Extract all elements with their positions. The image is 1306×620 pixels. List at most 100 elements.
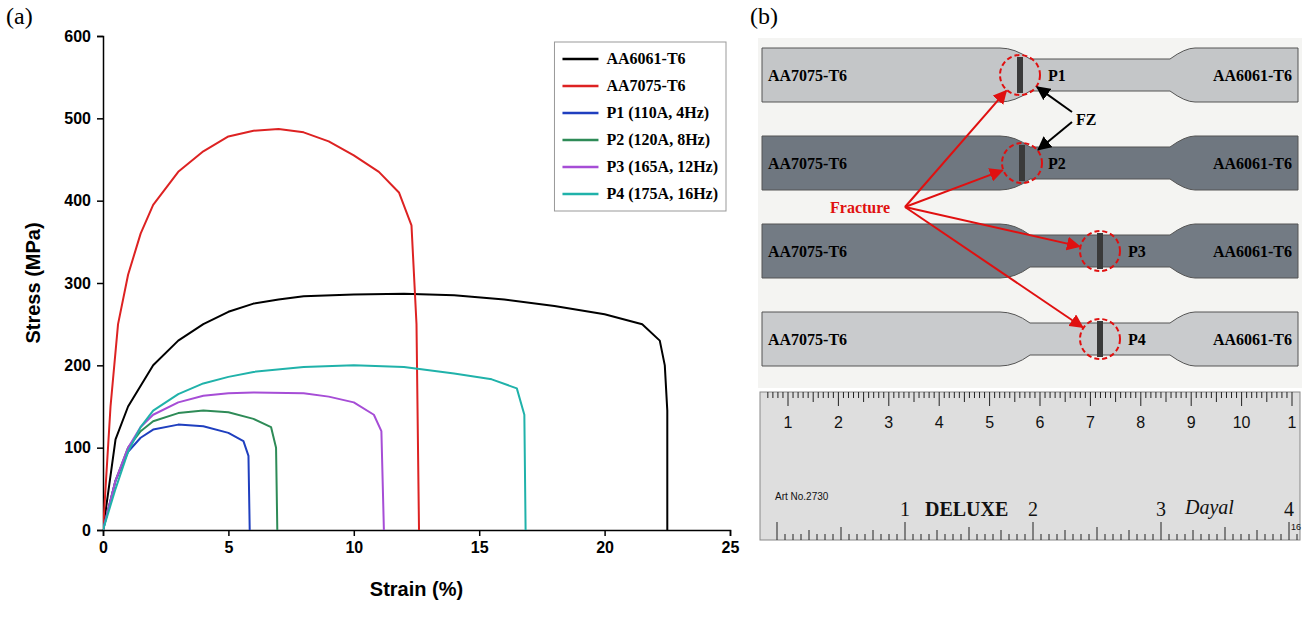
y-tick: 0 — [82, 522, 103, 539]
specimen-id: P1 — [1048, 67, 1066, 84]
ruler-tick — [1251, 392, 1252, 398]
photo: AA7075-T6AA6061-T6P1AA7075-T6AA6061-T6P2… — [758, 38, 1302, 388]
ruler-tick — [1176, 392, 1177, 398]
legend-swatch — [562, 139, 598, 142]
y-tick-label: 200 — [64, 357, 91, 374]
series-line — [103, 425, 250, 530]
x-tick: 20 — [596, 530, 614, 556]
y-tick-label: 500 — [64, 110, 91, 127]
ruler-brand: DELUXE — [925, 498, 1008, 520]
ruler-tick — [1004, 392, 1005, 398]
legend-label: P3 (165A, 12Hz) — [606, 158, 718, 176]
legend-item: P2 (120A, 8Hz) — [562, 131, 710, 149]
specimen: AA7075-T6AA6061-T6P2 — [762, 136, 1298, 190]
ruler-tick — [1201, 392, 1202, 398]
ruler-cm-label: 8 — [1136, 414, 1145, 431]
ruler-tick — [1145, 534, 1146, 540]
legend-item: AA7075-T6 — [562, 77, 685, 94]
ruler-tick — [1120, 392, 1121, 398]
fracture-label: Fracture — [830, 199, 890, 216]
fracture-gap — [1017, 57, 1023, 93]
ruler-tick — [914, 392, 915, 402]
x-axis-line — [104, 531, 731, 537]
ruler-tick — [977, 534, 978, 540]
series-line — [103, 393, 384, 530]
ruler-tick — [848, 392, 849, 398]
ruler-tick — [1211, 392, 1212, 398]
ruler-tick — [893, 392, 894, 398]
x-tick-label: 10 — [345, 539, 363, 556]
ruler-tick — [969, 392, 970, 398]
ruler-tick — [1181, 392, 1182, 398]
ruler-tick — [949, 392, 950, 398]
ruler-tick — [1009, 534, 1010, 540]
ruler-tick — [818, 392, 819, 398]
series-line — [103, 129, 419, 530]
fracture-gap — [1097, 321, 1103, 357]
ruler-tick — [838, 392, 839, 406]
ruler-tick — [964, 392, 965, 402]
ruler-tick — [1070, 392, 1071, 398]
ruler-tick — [1110, 392, 1111, 398]
arrow — [905, 207, 1083, 327]
ruler-tick — [1281, 392, 1282, 398]
y-tick-label: 100 — [64, 439, 91, 456]
specimen-body — [762, 136, 1298, 190]
ruler-tick — [858, 392, 859, 398]
ruler-tick — [1150, 392, 1151, 398]
ruler-tick — [1041, 534, 1042, 540]
ruler-tick — [825, 534, 826, 540]
specimen-right-label: AA6061-T6 — [1213, 243, 1292, 260]
ruler-inch-label: 3 — [1156, 498, 1166, 520]
ruler-cm-label: 6 — [1036, 414, 1045, 431]
fz-label: FZ — [1076, 111, 1096, 128]
ruler-tick — [793, 392, 794, 398]
ruler-tick — [1153, 534, 1154, 540]
ruler-tick — [1049, 534, 1050, 540]
y-tick-mark — [97, 530, 103, 532]
ruler-tick — [1206, 392, 1207, 398]
ruler-tick — [853, 392, 854, 398]
ruler-tick — [1261, 392, 1262, 398]
arrow — [905, 207, 1080, 246]
ruler-tick — [1034, 392, 1035, 398]
ruler-tick — [1233, 534, 1234, 540]
ruler-tick — [1169, 534, 1170, 540]
legend-item: P4 (175A, 16Hz) — [562, 185, 718, 203]
ruler-tick — [1140, 392, 1141, 406]
ruler-tick — [1225, 527, 1226, 540]
ruler-tick — [994, 392, 995, 398]
legend-label: P4 (175A, 16Hz) — [606, 185, 718, 203]
x-tick-label: 20 — [596, 539, 614, 556]
ruler-tick — [767, 392, 768, 398]
ruler-tick — [1121, 534, 1122, 540]
ruler-tick — [1113, 534, 1114, 540]
ruler-tick — [1155, 392, 1156, 398]
ruler-tick — [1246, 392, 1247, 398]
ruler-tick — [1186, 392, 1187, 398]
y-tick-mark — [97, 36, 103, 38]
ruler-tick — [1129, 530, 1130, 540]
ruler-tick — [1221, 392, 1222, 398]
ruler-tick — [969, 527, 970, 540]
legend-item: AA6061-T6 — [562, 50, 685, 67]
ruler-tick — [1055, 392, 1056, 398]
ruler-tick — [1273, 534, 1274, 540]
ruler-tick — [1161, 522, 1162, 540]
ruler-tick — [1276, 392, 1277, 398]
ruler-tick — [1019, 392, 1020, 398]
legend-swatch — [562, 193, 598, 196]
ruler-tick — [878, 392, 879, 398]
y-tick: 600 — [64, 28, 103, 45]
legend-swatch — [562, 166, 598, 169]
legend-swatch — [562, 112, 598, 115]
ruler-tick — [1014, 392, 1015, 402]
arrow — [905, 91, 1006, 207]
ruler-tick — [889, 534, 890, 540]
ruler-tick — [1075, 392, 1076, 398]
ruler-tick — [788, 392, 789, 406]
ruler-tick — [857, 534, 858, 540]
ruler-tick — [1017, 534, 1018, 540]
series-line — [103, 294, 667, 530]
ruler-tick — [881, 534, 882, 540]
